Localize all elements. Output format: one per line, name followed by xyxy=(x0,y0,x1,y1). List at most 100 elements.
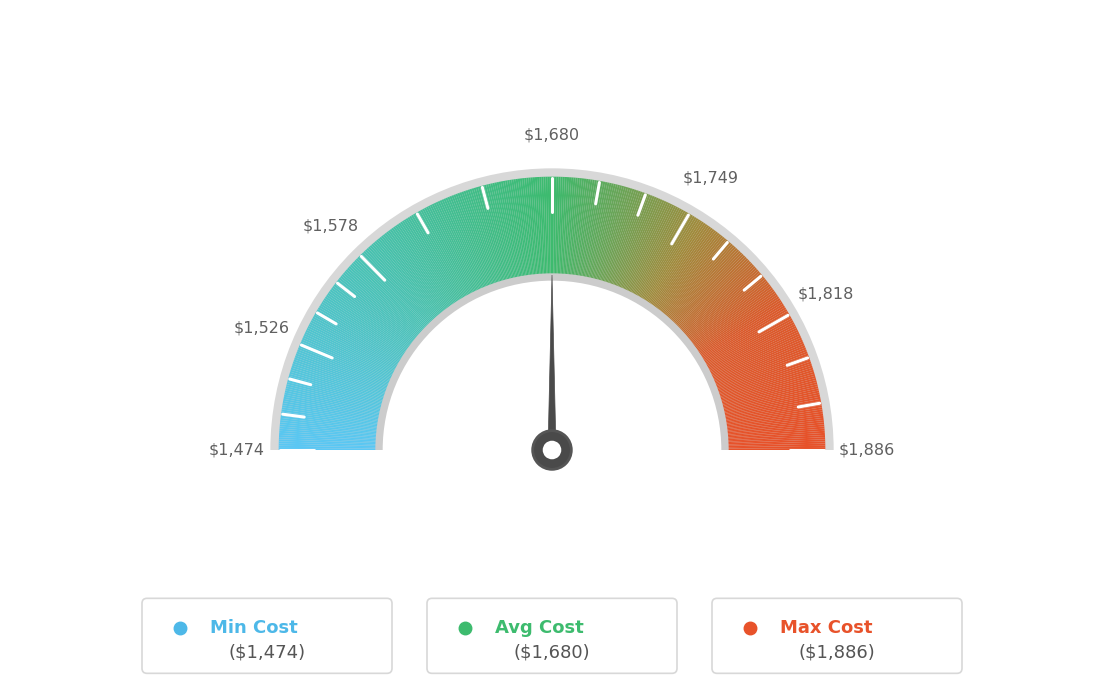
Wedge shape xyxy=(556,177,561,277)
Wedge shape xyxy=(654,229,714,310)
Wedge shape xyxy=(358,257,429,328)
Wedge shape xyxy=(379,277,725,450)
Wedge shape xyxy=(716,364,811,397)
Wedge shape xyxy=(723,411,822,427)
Wedge shape xyxy=(641,216,694,302)
Wedge shape xyxy=(680,266,755,335)
Wedge shape xyxy=(597,186,626,283)
Wedge shape xyxy=(373,242,439,319)
Wedge shape xyxy=(630,206,678,296)
Wedge shape xyxy=(668,246,736,322)
Wedge shape xyxy=(688,279,766,343)
Wedge shape xyxy=(296,351,391,388)
Wedge shape xyxy=(353,262,426,331)
Wedge shape xyxy=(594,185,620,282)
Wedge shape xyxy=(577,179,595,279)
Wedge shape xyxy=(725,437,825,443)
Wedge shape xyxy=(713,347,806,386)
Wedge shape xyxy=(315,313,402,364)
Wedge shape xyxy=(503,181,522,279)
Wedge shape xyxy=(339,277,417,342)
Wedge shape xyxy=(691,286,772,347)
Wedge shape xyxy=(629,206,676,295)
Wedge shape xyxy=(346,269,422,337)
Wedge shape xyxy=(327,293,411,351)
Wedge shape xyxy=(652,228,713,310)
Wedge shape xyxy=(341,274,420,339)
Wedge shape xyxy=(316,311,403,363)
Wedge shape xyxy=(371,244,438,320)
Wedge shape xyxy=(643,217,697,303)
Wedge shape xyxy=(322,300,407,356)
Wedge shape xyxy=(354,259,427,331)
Wedge shape xyxy=(418,210,468,299)
Wedge shape xyxy=(286,384,384,410)
Wedge shape xyxy=(554,177,559,277)
Wedge shape xyxy=(279,440,379,444)
Wedge shape xyxy=(529,177,539,277)
Wedge shape xyxy=(679,264,754,333)
Wedge shape xyxy=(300,342,393,382)
Wedge shape xyxy=(288,378,385,406)
Wedge shape xyxy=(299,344,392,384)
Wedge shape xyxy=(690,284,771,346)
Wedge shape xyxy=(278,442,379,446)
Wedge shape xyxy=(340,276,418,341)
Wedge shape xyxy=(713,351,808,388)
Wedge shape xyxy=(480,186,508,283)
Wedge shape xyxy=(723,407,822,424)
Wedge shape xyxy=(722,397,820,417)
Wedge shape xyxy=(595,185,622,282)
Wedge shape xyxy=(478,186,507,283)
Wedge shape xyxy=(302,337,394,380)
Wedge shape xyxy=(533,177,541,277)
Wedge shape xyxy=(572,179,586,278)
Wedge shape xyxy=(307,328,397,374)
Wedge shape xyxy=(527,178,537,277)
Wedge shape xyxy=(548,177,551,277)
Wedge shape xyxy=(280,416,380,430)
Wedge shape xyxy=(606,190,638,286)
Wedge shape xyxy=(314,315,402,365)
Wedge shape xyxy=(501,181,521,279)
Text: ($1,680): ($1,680) xyxy=(513,644,591,662)
Wedge shape xyxy=(447,197,487,290)
Wedge shape xyxy=(639,214,691,301)
Wedge shape xyxy=(376,239,442,317)
Wedge shape xyxy=(522,178,534,277)
Wedge shape xyxy=(722,395,820,416)
Wedge shape xyxy=(596,186,624,283)
Wedge shape xyxy=(720,384,818,410)
Wedge shape xyxy=(282,409,381,426)
Wedge shape xyxy=(622,200,665,292)
Wedge shape xyxy=(688,281,768,344)
Text: ($1,886): ($1,886) xyxy=(798,644,875,662)
Wedge shape xyxy=(279,435,379,442)
Wedge shape xyxy=(294,357,389,393)
Wedge shape xyxy=(280,420,380,433)
Wedge shape xyxy=(304,334,395,377)
Wedge shape xyxy=(331,288,413,348)
Wedge shape xyxy=(381,235,445,315)
Wedge shape xyxy=(308,326,397,373)
Wedge shape xyxy=(442,199,484,291)
Wedge shape xyxy=(365,249,434,324)
Wedge shape xyxy=(482,185,509,282)
Wedge shape xyxy=(574,179,588,278)
Wedge shape xyxy=(721,386,818,411)
Wedge shape xyxy=(713,349,807,388)
Wedge shape xyxy=(432,204,477,295)
Wedge shape xyxy=(279,424,380,435)
Wedge shape xyxy=(282,405,381,423)
Wedge shape xyxy=(590,184,614,281)
Wedge shape xyxy=(683,273,762,339)
Wedge shape xyxy=(402,220,458,305)
Wedge shape xyxy=(723,409,822,426)
Wedge shape xyxy=(484,185,510,282)
Wedge shape xyxy=(297,349,391,388)
Wedge shape xyxy=(651,226,711,309)
Wedge shape xyxy=(278,444,379,447)
Wedge shape xyxy=(603,189,635,285)
Wedge shape xyxy=(692,289,774,349)
Wedge shape xyxy=(539,177,545,277)
